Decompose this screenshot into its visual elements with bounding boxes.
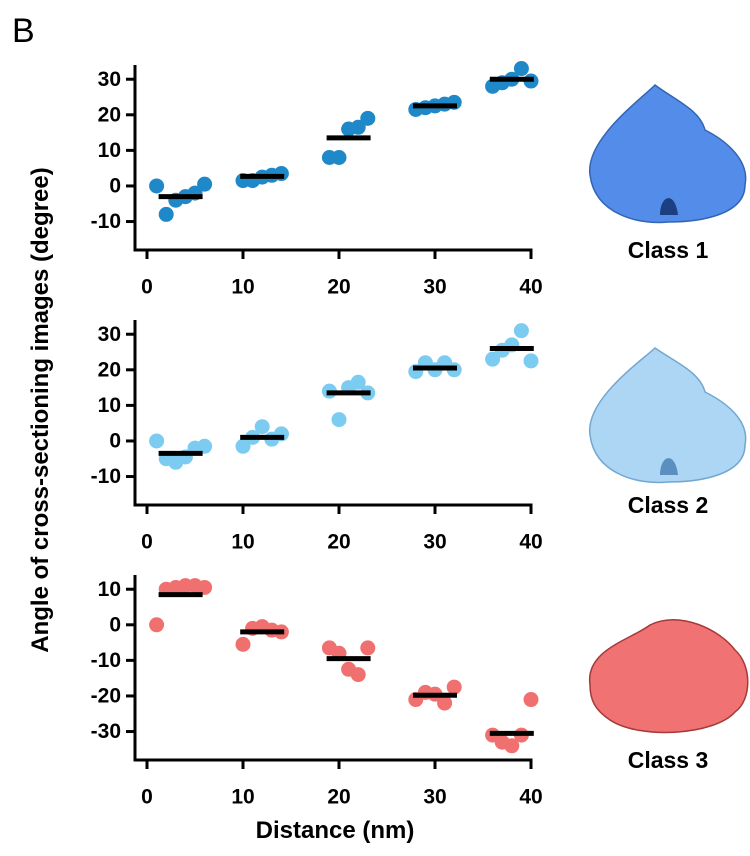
data-point [504, 738, 520, 754]
y-tick-label: 0 [109, 175, 121, 198]
data-point [331, 412, 347, 428]
data-point [331, 150, 347, 165]
y-tick-label: 30 [98, 323, 121, 346]
data-point [350, 374, 366, 390]
data-point [149, 433, 165, 449]
data-point [149, 617, 165, 633]
data-point [437, 695, 453, 711]
y-tick-label: -10 [91, 649, 121, 672]
y-tick-label: 20 [98, 358, 121, 381]
x-tick-label: 30 [423, 786, 446, 809]
y-tick-label: 10 [98, 139, 121, 162]
data-point [523, 692, 539, 708]
x-axis-label: Distance (nm) [256, 817, 415, 844]
data-point [197, 579, 213, 595]
y-tick-label: 10 [98, 394, 121, 417]
y-tick-label: 0 [109, 430, 121, 453]
x-tick-label: 20 [327, 531, 350, 554]
data-point [158, 206, 174, 222]
data-point [360, 640, 376, 656]
data-point [523, 353, 539, 369]
data-point [446, 679, 462, 695]
y-tick-label: -20 [91, 685, 121, 708]
x-tick-label: 40 [519, 531, 542, 554]
class-label: Class 3 [628, 747, 709, 773]
y-tick-label: -10 [91, 210, 121, 233]
x-tick-label: 40 [519, 276, 542, 299]
class-3-model [589, 619, 749, 734]
x-tick-label: 0 [141, 786, 153, 809]
data-point [350, 667, 366, 683]
data-point [149, 178, 165, 194]
data-point [197, 176, 213, 192]
class-label: Class 2 [628, 492, 709, 518]
data-point [513, 323, 529, 339]
x-tick-label: 40 [519, 786, 542, 809]
x-tick-label: 20 [327, 276, 350, 299]
class-label: Class 1 [628, 237, 709, 263]
data-point [350, 119, 366, 135]
x-tick-label: 0 [141, 276, 153, 299]
x-tick-label: 10 [231, 531, 254, 554]
y-tick-label: -30 [91, 720, 121, 743]
data-point [235, 438, 251, 454]
x-tick-label: 30 [423, 276, 446, 299]
panel-label: B [12, 12, 35, 50]
x-tick-label: 30 [423, 531, 446, 554]
x-tick-label: 10 [231, 786, 254, 809]
y-tick-label: 10 [98, 578, 121, 601]
y-axis-label: Angle of cross-sectioning images (degree… [27, 167, 54, 652]
data-point [360, 110, 376, 126]
y-tick-label: 0 [109, 613, 121, 636]
y-tick-label: 30 [98, 68, 121, 91]
x-tick-label: 0 [141, 531, 153, 554]
x-tick-label: 10 [231, 276, 254, 299]
data-point [513, 61, 529, 77]
y-tick-label: 20 [98, 103, 121, 126]
data-point [254, 419, 270, 435]
y-tick-label: -10 [91, 465, 121, 488]
class-1-model [589, 84, 747, 224]
data-point [235, 636, 251, 652]
data-point [197, 438, 213, 454]
x-tick-label: 20 [327, 786, 350, 809]
data-point [485, 351, 501, 367]
class-2-model [589, 347, 747, 484]
